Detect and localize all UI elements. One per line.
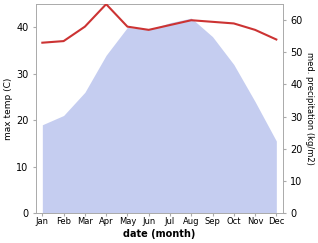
Y-axis label: max temp (C): max temp (C) <box>4 77 13 140</box>
X-axis label: date (month): date (month) <box>123 229 196 239</box>
Y-axis label: med. precipitation (kg/m2): med. precipitation (kg/m2) <box>305 52 314 165</box>
